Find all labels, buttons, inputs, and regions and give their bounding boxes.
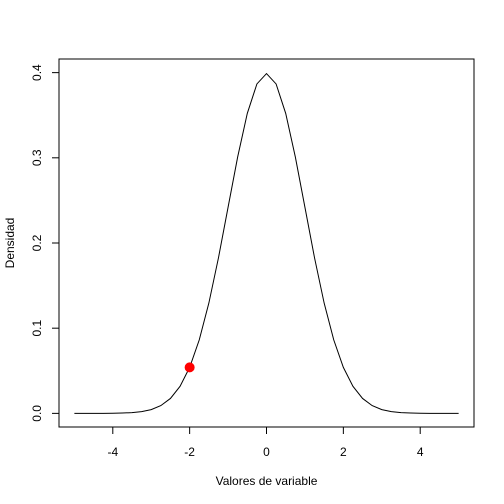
y-tick-label: 0.0 [30, 405, 44, 422]
y-tick-label: 0.4 [30, 64, 44, 81]
y-axis-label: Densidad [3, 218, 17, 269]
y-tick-label: 0.3 [30, 149, 44, 166]
plot-box [58, 58, 475, 428]
highlight-point [184, 362, 195, 373]
density-curve [74, 72, 459, 414]
x-axis-label: Valores de variable [216, 474, 318, 488]
x-tick-label: 4 [417, 445, 424, 459]
y-tick-label: 0.2 [30, 234, 44, 251]
x-tick-label: 2 [340, 445, 347, 459]
y-tick-label: 0.1 [30, 320, 44, 337]
x-tick-label: 0 [263, 445, 270, 459]
x-tick-label: -4 [107, 445, 118, 459]
x-tick-label: -2 [184, 445, 195, 459]
